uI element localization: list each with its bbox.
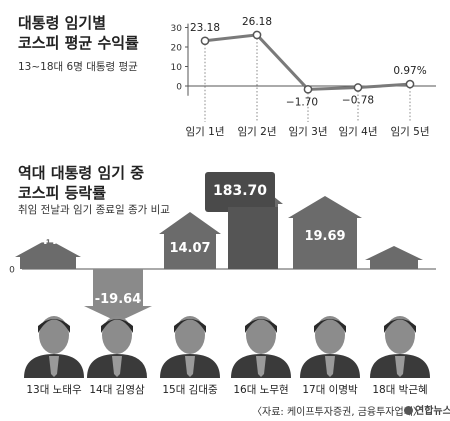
bar-data-label: 19.69 xyxy=(304,229,345,244)
line-series-path xyxy=(204,33,411,91)
bar-house-shape xyxy=(159,212,221,269)
president-name-label: 15대 김대중 xyxy=(162,384,218,396)
president-portrait-face xyxy=(246,316,276,354)
bar-chart-subtitle: 취임 전날과 임기 종료일 종가 비교 xyxy=(18,204,170,216)
line-x-tick-label: 임기 5년 xyxy=(391,125,430,138)
bar-highlight-inner xyxy=(228,207,278,269)
bar-data-label: 2.44% xyxy=(25,233,70,248)
line-data-label: 26.18 xyxy=(242,16,272,28)
news-agency-logo: 연합뉴스 xyxy=(404,402,450,417)
bar-chart-title-line1: 역대 대통령 임기 중 xyxy=(18,164,145,182)
line-point-marker xyxy=(353,83,363,92)
president-name-label: 18대 박근혜 xyxy=(372,384,427,396)
line-y-tick-label: 30 xyxy=(171,24,183,34)
president-portrait-hair xyxy=(245,319,277,333)
president-portrait-hair xyxy=(384,319,416,333)
president-portrait-tie xyxy=(49,356,59,377)
line-x-tick-label: 임기 3년 xyxy=(289,125,328,138)
line-point-marker xyxy=(200,36,210,46)
line-chart-title-line1: 대통령 임기별 xyxy=(18,14,107,32)
line-data-label: −1.70 xyxy=(286,96,318,108)
line-point-marker xyxy=(405,79,415,89)
bar-data-label: 14.07 xyxy=(169,241,210,256)
line-x-tick-label: 임기 1년 xyxy=(186,125,225,138)
bar-highlight-box xyxy=(205,172,275,212)
line-x-tick-label: 임기 4년 xyxy=(339,125,378,138)
bar-data-label: 3.91 xyxy=(378,235,410,250)
bar-chart-title-line2: 코스피 등락률 xyxy=(18,184,107,202)
bar-data-label: -19.64 xyxy=(95,292,142,307)
president-name-label: 17대 이명박 xyxy=(302,384,358,396)
president-portrait-face xyxy=(102,316,132,354)
president-portrait-tie xyxy=(185,356,195,377)
bar-house-shape xyxy=(288,196,362,269)
president-portrait-hair xyxy=(101,319,133,333)
president-portrait-tie xyxy=(395,356,405,377)
bar-house-shape xyxy=(365,246,423,269)
president-name-label: 13대 노태우 xyxy=(26,384,82,396)
president-name-label: 14대 김영삼 xyxy=(89,384,145,396)
president-portrait-tie xyxy=(112,356,122,377)
president-portrait-face xyxy=(315,316,345,354)
president-portrait-face xyxy=(39,316,69,354)
president-portrait-tie xyxy=(256,356,266,377)
line-y-tick-label: 10 xyxy=(171,63,183,73)
line-chart-subtitle: 13~18대 6명 대통령 평균 xyxy=(18,61,138,73)
bar-y-tick-label: 0 xyxy=(9,266,15,276)
line-data-label: 23.18 xyxy=(190,22,220,34)
line-point-marker xyxy=(252,30,262,40)
line-chart-title-line2: 코스피 평균 수익률 xyxy=(18,34,139,52)
president-portrait-hair xyxy=(314,319,346,333)
line-chart-title: 대통령 임기별 코스피 평균 수익률 xyxy=(18,13,139,53)
bar-data-label: 183.70 xyxy=(213,183,267,199)
bar-house-shape xyxy=(15,239,81,269)
line-data-label: −0.78 xyxy=(342,95,374,107)
line-y-tick-label: 0 xyxy=(176,83,182,93)
line-x-tick-label: 임기 2년 xyxy=(238,125,277,138)
line-data-label: 0.97% xyxy=(393,65,426,77)
logo-mark-icon xyxy=(404,406,413,415)
president-portrait-face xyxy=(175,316,205,354)
president-portrait-face xyxy=(385,316,415,354)
president-name-label: 16대 노무현 xyxy=(233,384,288,396)
source-note: 〈자료: 케이프투자증권, 금융투자업계〉 xyxy=(252,407,423,418)
president-portrait-hair xyxy=(174,319,206,333)
line-y-tick-label: 20 xyxy=(171,44,183,54)
line-point-marker xyxy=(303,84,313,94)
bar-down-arrow-shape xyxy=(84,269,152,322)
bar-chart-title: 역대 대통령 임기 중 코스피 등락률 xyxy=(18,163,144,203)
president-portrait-hair xyxy=(38,319,70,333)
logo-text: 연합뉴스 xyxy=(415,406,450,417)
president-portrait-tie xyxy=(325,356,335,377)
